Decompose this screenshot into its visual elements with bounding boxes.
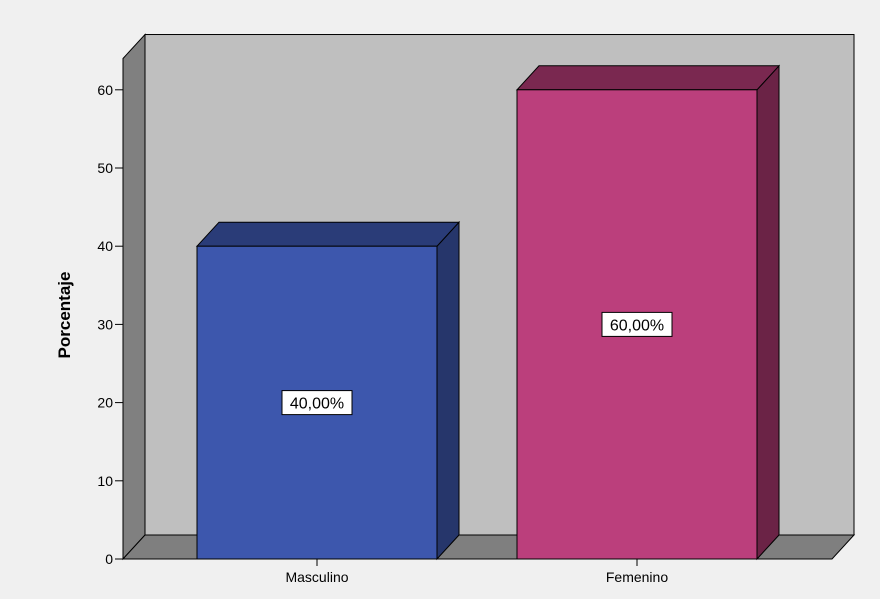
bar-top [195, 221, 461, 247]
x-tick-label: Masculino [285, 569, 348, 585]
y-axis-title: Porcentaje [55, 272, 74, 359]
data-label: 40,00% [290, 396, 344, 413]
bars: 40,00% 60,00% [195, 64, 781, 561]
data-label-box [281, 390, 353, 416]
bar-top [515, 65, 781, 91]
x-tick-label: Femenino [606, 569, 668, 585]
y-tick-label: 20 [97, 395, 113, 411]
data-label-box [601, 311, 673, 337]
left-wall [122, 33, 146, 561]
y-tick-label: 60 [97, 82, 113, 98]
data-label: 60,00% [610, 317, 664, 334]
y-tick-label: 10 [97, 473, 113, 489]
y-tick-label: 40 [97, 238, 113, 254]
bar-side [756, 64, 780, 561]
x-axis: Masculino Femenino [115, 558, 832, 585]
y-tick-label: 0 [105, 551, 113, 567]
y-tick-label: 30 [97, 316, 113, 332]
bar-side [436, 220, 460, 561]
y-tick-label: 50 [97, 160, 113, 176]
y-axis: 0 10 20 30 40 50 60 [97, 58, 124, 567]
